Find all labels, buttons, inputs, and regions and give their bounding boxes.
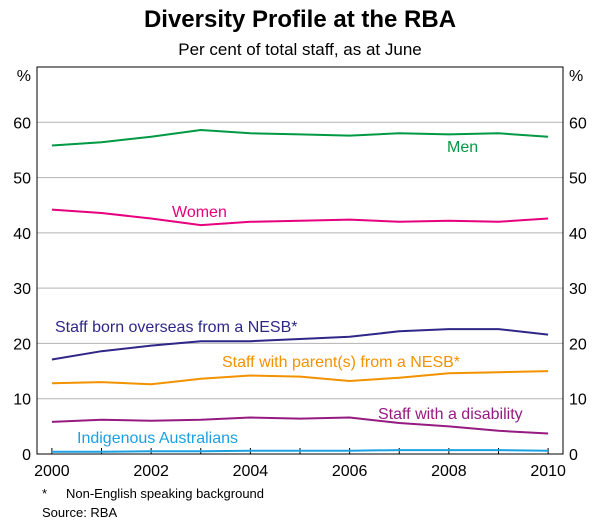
x-tick-label: 2002 [133, 463, 169, 480]
series-label-staff-born-overseas-from-a-nesb: Staff born overseas from a NESB* [55, 319, 297, 336]
chart-title: Diversity Profile at the RBA [143, 6, 457, 33]
y-tick-label-left: 20 [13, 336, 31, 353]
y-axis-unit-left: % [17, 68, 31, 85]
y-tick-label-right: 0 [569, 447, 578, 464]
y-tick-label-right: 20 [569, 336, 587, 353]
chart-subtitle: Per cent of total staff, as at June [178, 40, 422, 59]
series-label-women: Women [172, 204, 227, 221]
series-label-indigenous-australians: Indigenous Australians [77, 430, 238, 447]
footnote-nesb: * Non-English speaking background [42, 486, 264, 501]
series-line-staff-born-overseas-from-a-nesb [51, 328, 549, 361]
y-tick-label-right: 60 [569, 115, 587, 132]
series-label-staff-with-a-disability: Staff with a disability [378, 406, 523, 423]
y-tick-label-right: 40 [569, 226, 587, 243]
series-line-staff-with-parent-s-from-a-nesb [51, 370, 549, 386]
source-note: Source: RBA [42, 505, 118, 520]
y-axis-unit-right: % [569, 68, 583, 85]
series-line-indigenous-australians [51, 449, 549, 453]
series-line-staff-with-a-disability [51, 416, 549, 435]
series-line-women [51, 208, 549, 227]
y-tick-label-right: 50 [569, 171, 587, 188]
y-tick-label-left: 40 [13, 226, 31, 243]
plot-frame [36, 66, 564, 455]
y-tick-label-left: 10 [13, 392, 31, 409]
series-label-staff-with-parent-s-from-a-nesb: Staff with parent(s) from a NESB* [222, 354, 460, 371]
series-line-men [51, 129, 549, 147]
x-tick-label: 2008 [431, 463, 467, 480]
y-tick-label-right: 30 [569, 281, 587, 298]
y-tick-label-right: 10 [569, 392, 587, 409]
y-tick-label-left: 30 [13, 281, 31, 298]
x-tick-label: 2010 [530, 463, 566, 480]
x-tick-label: 2004 [233, 463, 269, 480]
y-tick-label-left: 50 [13, 171, 31, 188]
x-tick-label: 2006 [332, 463, 368, 480]
y-tick-label-left: 0 [22, 447, 31, 464]
y-tick-label-left: 60 [13, 115, 31, 132]
series-label-men: Men [447, 139, 478, 156]
footnote-text: Non-English speaking background [66, 486, 265, 501]
x-tick-label: 2000 [34, 463, 70, 480]
footnote-marker: * [42, 486, 48, 501]
